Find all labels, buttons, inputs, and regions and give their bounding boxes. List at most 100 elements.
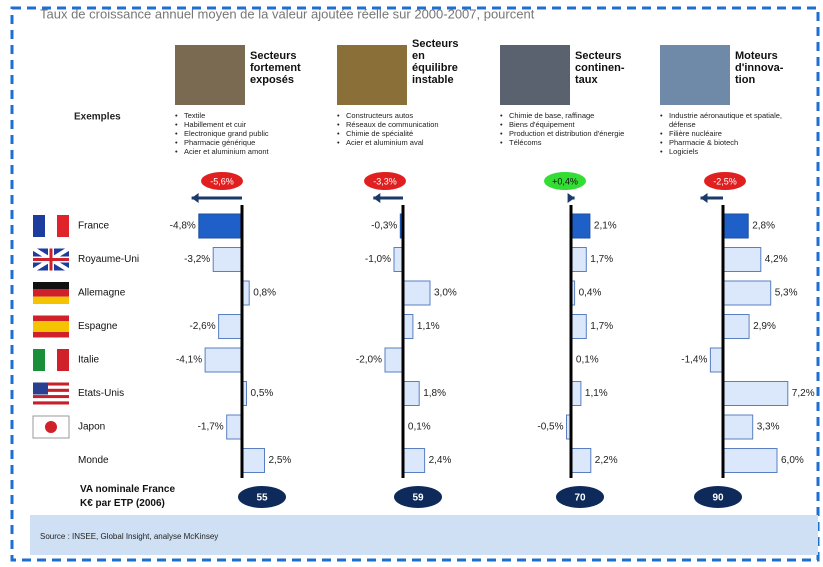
bar bbox=[570, 314, 587, 339]
bar bbox=[722, 280, 772, 306]
value-label: 1,7% bbox=[590, 321, 613, 332]
value-label: 1,1% bbox=[417, 321, 440, 332]
example-item: Habillement et cuir bbox=[175, 120, 325, 129]
row-label: Italie bbox=[78, 355, 100, 366]
flag bbox=[33, 385, 69, 389]
flag bbox=[33, 321, 69, 332]
examples-label: Exemples bbox=[74, 112, 121, 123]
flag bbox=[33, 289, 69, 297]
value-label: 1,1% bbox=[585, 388, 608, 399]
row-label: Allemagne bbox=[78, 288, 126, 299]
header-image bbox=[337, 45, 407, 105]
example-item: Acier et aluminium aval bbox=[337, 138, 487, 147]
header-image bbox=[175, 45, 245, 105]
change-badge bbox=[201, 172, 243, 190]
value-label: 0,1% bbox=[576, 355, 599, 366]
footer-value: 70 bbox=[574, 493, 586, 504]
flag bbox=[33, 296, 69, 304]
example-item: Biens d'équipement bbox=[500, 120, 650, 129]
header-image bbox=[500, 45, 570, 105]
value-label: 2,1% bbox=[594, 221, 617, 232]
footer-oval bbox=[556, 486, 604, 508]
frame bbox=[10, 6, 820, 562]
bar bbox=[218, 314, 243, 339]
examples: Constructeurs autosRéseaux de communicat… bbox=[337, 111, 487, 147]
change-badge bbox=[544, 172, 586, 190]
flag bbox=[57, 349, 69, 371]
flag bbox=[45, 349, 57, 371]
value-label: 7,2% bbox=[792, 388, 815, 399]
value-label: 1,8% bbox=[423, 388, 446, 399]
value-label: 0,8% bbox=[253, 288, 276, 299]
flag bbox=[33, 382, 69, 386]
value-label: -4,1% bbox=[176, 355, 202, 366]
bar bbox=[198, 213, 243, 239]
row-label: Espagne bbox=[78, 321, 118, 332]
flag bbox=[33, 391, 69, 396]
example-item: Constructeurs autos bbox=[337, 111, 487, 120]
footer-value: 90 bbox=[712, 493, 724, 504]
example-item: Filière nucléaire bbox=[660, 129, 810, 138]
change-label: +0,4% bbox=[552, 176, 578, 186]
value-label: -0,3% bbox=[371, 221, 397, 232]
source-box bbox=[30, 515, 818, 555]
footer-oval bbox=[394, 486, 442, 508]
value-label: 2,2% bbox=[595, 455, 618, 466]
flag bbox=[33, 401, 69, 405]
example-item: Pharmacie & biotech bbox=[660, 138, 810, 147]
source: Source : INSEE, Global Insight, analyse … bbox=[40, 532, 218, 541]
change-arrowhead bbox=[700, 193, 708, 203]
value-label: 2,5% bbox=[269, 455, 292, 466]
flag bbox=[45, 215, 57, 237]
row-label: Royaume-Uni bbox=[78, 254, 139, 265]
bar bbox=[722, 448, 778, 473]
bar bbox=[722, 213, 749, 239]
value-label: -0,5% bbox=[537, 422, 563, 433]
example-item: Acier et aluminium amont bbox=[175, 147, 325, 156]
bar bbox=[709, 347, 724, 373]
bar bbox=[722, 247, 762, 272]
footer-label: VA nominale France K€ par ETP (2006) bbox=[80, 484, 176, 509]
change-label: -5,6% bbox=[210, 176, 234, 186]
change-arrowhead bbox=[567, 193, 575, 203]
example-item: Pharmacie générique bbox=[175, 138, 325, 147]
flag bbox=[33, 388, 69, 392]
value-label: 3,0% bbox=[434, 288, 457, 299]
flag bbox=[45, 421, 57, 433]
value-label: -2,0% bbox=[356, 355, 382, 366]
value-label: 3,3% bbox=[757, 422, 780, 433]
bar bbox=[570, 448, 592, 473]
flag bbox=[33, 349, 45, 371]
example-item: Chimie de spécialité bbox=[337, 129, 487, 138]
row-label: Monde bbox=[78, 455, 109, 466]
example-item: Electronique grand public bbox=[175, 129, 325, 138]
bar bbox=[402, 448, 426, 473]
header-image bbox=[660, 45, 730, 105]
value-label: -2,6% bbox=[189, 321, 215, 332]
value-label: -4,8% bbox=[170, 221, 196, 232]
examples: TextileHabillement et cuirElectronique g… bbox=[175, 111, 325, 156]
footer-oval bbox=[238, 486, 286, 508]
bar bbox=[722, 381, 789, 406]
examples: Industrie aéronautique et spatiale, défe… bbox=[660, 111, 810, 156]
panel-title: Moteurs d'innova- tion bbox=[735, 50, 784, 86]
flag bbox=[33, 282, 69, 290]
change-badge bbox=[704, 172, 746, 190]
footer-oval bbox=[694, 486, 742, 508]
footer-value: 59 bbox=[412, 493, 424, 504]
bar bbox=[570, 247, 587, 272]
panel-title: Secteurs en équilibre instable bbox=[412, 38, 459, 86]
flag bbox=[57, 215, 69, 237]
bar bbox=[402, 381, 420, 406]
panel-title: Secteurs continen- taux bbox=[575, 50, 625, 86]
examples: Chimie de base, raffinageBiens d'équipem… bbox=[500, 111, 650, 147]
example-item: Production et distribution d'énergie bbox=[500, 129, 650, 138]
flag bbox=[33, 382, 48, 395]
bar bbox=[384, 347, 404, 373]
value-label: 2,9% bbox=[753, 321, 776, 332]
bar bbox=[204, 347, 243, 373]
example-item: Industrie aéronautique et spatiale, défe… bbox=[660, 111, 810, 129]
example-item: Réseaux de communication bbox=[337, 120, 487, 129]
